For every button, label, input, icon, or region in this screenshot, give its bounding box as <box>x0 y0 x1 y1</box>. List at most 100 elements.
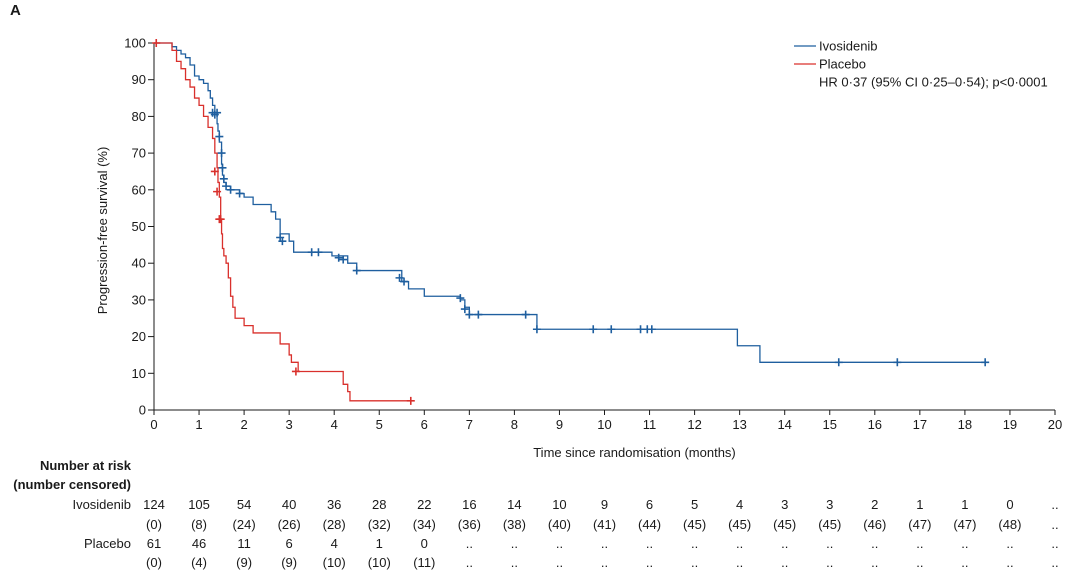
risk-at-risk-cell: 6 <box>286 536 293 551</box>
censor-mark-ivosidenib <box>213 108 222 117</box>
risk-at-risk-cell: .. <box>646 536 653 551</box>
risk-at-risk-cell: 28 <box>372 497 386 512</box>
risk-censored-cell: (9) <box>281 555 297 570</box>
risk-at-risk-cell: 2 <box>871 497 878 512</box>
x-tick-label: 13 <box>732 417 746 432</box>
censor-mark-ivosidenib <box>219 174 228 183</box>
risk-censored-cell: (0) <box>146 555 162 570</box>
risk-censored-cell: .. <box>1051 517 1058 532</box>
risk-at-risk-cell: 0 <box>421 536 428 551</box>
censor-mark-ivosidenib <box>400 277 409 286</box>
risk-at-risk-cell: .. <box>691 536 698 551</box>
risk-censored-cell: .. <box>691 555 698 570</box>
censor-mark-ivosidenib <box>893 358 902 367</box>
risk-censored-cell: (24) <box>233 517 256 532</box>
risk-at-risk-cell: 16 <box>462 497 476 512</box>
risk-at-risk-cell: 36 <box>327 497 341 512</box>
y-tick-label: 100 <box>124 36 146 51</box>
x-tick-label: 15 <box>823 417 837 432</box>
x-tick-label: 14 <box>777 417 791 432</box>
y-tick-label: 0 <box>139 403 146 418</box>
risk-table-subheading: (number censored) <box>13 477 131 492</box>
risk-at-risk-cell: .. <box>511 536 518 551</box>
risk-at-risk-cell: .. <box>466 536 473 551</box>
risk-censored-cell: (9) <box>236 555 252 570</box>
risk-censored-cell: .. <box>466 555 473 570</box>
risk-censored-cell: (41) <box>593 517 616 532</box>
risk-at-risk-cell: 5 <box>691 497 698 512</box>
y-tick-label: 20 <box>132 329 146 344</box>
risk-at-risk-cell: 1 <box>916 497 923 512</box>
risk-at-risk-cell: .. <box>961 536 968 551</box>
series-line-placebo <box>154 42 411 402</box>
x-tick-label: 18 <box>958 417 972 432</box>
censor-mark-ivosidenib <box>307 248 316 257</box>
legend-label-ivosidenib: Ivosidenib <box>819 39 878 54</box>
y-tick-label: 30 <box>132 292 146 307</box>
x-tick-label: 8 <box>511 417 518 432</box>
risk-at-risk-cell: 11 <box>237 536 251 551</box>
risk-censored-cell: (47) <box>908 517 931 532</box>
censor-mark-ivosidenib <box>314 248 323 257</box>
y-tick-label: 60 <box>132 182 146 197</box>
censor-mark-ivosidenib <box>834 358 843 367</box>
risk-censored-cell: (11) <box>413 555 435 570</box>
censor-mark-placebo <box>210 167 219 176</box>
risk-row-label-ivosidenib: Ivosidenib <box>72 497 131 512</box>
censor-mark-ivosidenib <box>465 310 474 319</box>
risk-censored-cell: .. <box>916 555 923 570</box>
x-tick-label: 16 <box>868 417 882 432</box>
censor-mark-ivosidenib <box>334 253 343 262</box>
censor-mark-ivosidenib <box>456 294 465 303</box>
y-tick-label: 90 <box>132 72 146 87</box>
x-tick-label: 6 <box>421 417 428 432</box>
x-tick-label: 7 <box>466 417 473 432</box>
series-line-ivosidenib <box>154 42 986 363</box>
y-axis-title: Progression-free survival (%) <box>95 147 110 315</box>
risk-table: Number at risk (number censored) Ivosideni… <box>13 458 1058 570</box>
risk-censored-cell: (38) <box>503 517 526 532</box>
risk-censored-cell: .. <box>826 555 833 570</box>
risk-at-risk-cell: .. <box>1051 497 1058 512</box>
risk-at-risk-cell: .. <box>1051 536 1058 551</box>
series-layer <box>152 39 990 405</box>
legend-label-placebo: Placebo <box>819 57 866 72</box>
y-tick-label: 10 <box>132 366 146 381</box>
censor-mark-ivosidenib <box>607 325 616 334</box>
figure-panel-label-wrap: A <box>10 2 21 20</box>
risk-censored-cell: (0) <box>146 517 162 532</box>
risk-at-risk-cell: 4 <box>736 497 743 512</box>
censor-mark-ivosidenib <box>218 163 227 172</box>
risk-censored-cell: (34) <box>413 517 436 532</box>
risk-at-risk-cell: .. <box>1006 536 1013 551</box>
risk-at-risk-cell: .. <box>601 536 608 551</box>
axes: 0 1 2 3 4 5 6 7 8 9 10 11 12 13 14 15 16 17 18 19 2001020304… <box>95 36 1062 461</box>
risk-censored-cell: .. <box>781 555 788 570</box>
risk-at-risk-cell: .. <box>826 536 833 551</box>
risk-censored-cell: (45) <box>728 517 751 532</box>
risk-censored-cell: (40) <box>548 517 571 532</box>
censor-mark-placebo <box>291 367 300 376</box>
censor-mark-ivosidenib <box>981 358 990 367</box>
x-tick-label: 20 <box>1048 417 1062 432</box>
risk-censored-cell: .. <box>871 555 878 570</box>
x-tick-label: 1 <box>195 417 202 432</box>
risk-at-risk-cell: .. <box>556 536 563 551</box>
risk-at-risk-cell: .. <box>871 536 878 551</box>
risk-censored-cell: .. <box>646 555 653 570</box>
x-tick-label: 0 <box>150 417 157 432</box>
risk-censored-cell: .. <box>961 555 968 570</box>
hazard-ratio-annotation: HR 0·37 (95% CI 0·25–0·54); p<0·0001 <box>819 75 1048 90</box>
x-tick-label: 10 <box>597 417 611 432</box>
censor-mark-ivosidenib <box>521 310 530 319</box>
x-tick-label: 3 <box>286 417 293 432</box>
risk-at-risk-cell: 1 <box>376 536 383 551</box>
censor-mark-placebo <box>216 215 225 224</box>
x-tick-label: 17 <box>913 417 927 432</box>
panel-label: A <box>10 2 21 19</box>
risk-censored-cell: .. <box>1006 555 1013 570</box>
censor-mark-ivosidenib <box>460 305 469 314</box>
risk-censored-cell: (10) <box>323 555 346 570</box>
y-tick-label: 40 <box>132 256 146 271</box>
